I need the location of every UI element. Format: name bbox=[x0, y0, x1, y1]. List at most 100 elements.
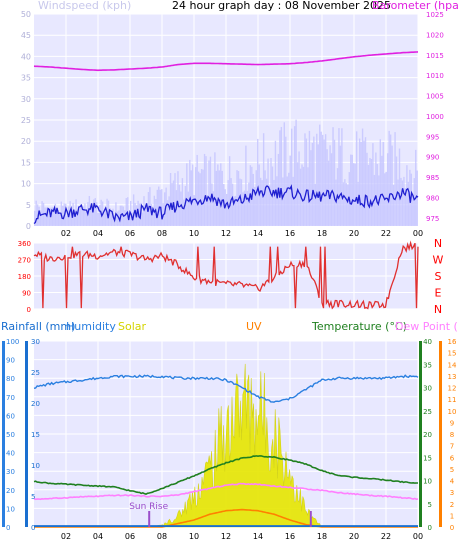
wind-gust-bar bbox=[217, 164, 219, 226]
wind-gust-bar bbox=[186, 163, 188, 226]
x-tick-label: 00 bbox=[413, 532, 423, 541]
wind-gust-bar bbox=[261, 180, 263, 226]
barometer-tick-label: 1010 bbox=[426, 72, 444, 80]
barometer-line bbox=[33, 51, 419, 72]
uv-tick-label: 3 bbox=[450, 489, 454, 497]
x-tick-label: 00 bbox=[413, 229, 423, 238]
wind-gust-bar bbox=[332, 127, 334, 226]
uv-tick-label: 12 bbox=[448, 385, 457, 393]
wind-gust-bar bbox=[310, 150, 312, 226]
wind-gust-bar bbox=[212, 191, 215, 226]
wind-gust-bar bbox=[357, 181, 359, 226]
wind-gust-bar bbox=[358, 138, 361, 226]
wind-gust-bar bbox=[304, 133, 306, 226]
wind-gust-bar bbox=[326, 149, 328, 226]
wind-gust-bar bbox=[243, 190, 246, 226]
wind-gust-bar bbox=[389, 134, 392, 226]
barometer-tick-label: 975 bbox=[426, 215, 439, 223]
wind-gust-bar bbox=[415, 149, 417, 226]
wind-gust-bar bbox=[124, 210, 126, 226]
rainfall-tick-label: 10 bbox=[31, 462, 40, 470]
x-tick-label: 06 bbox=[125, 532, 135, 541]
wind-gust-bar bbox=[293, 126, 296, 226]
humidity-tick-label: 70 bbox=[6, 394, 15, 402]
temperature-line bbox=[33, 455, 418, 495]
axis-labels: 0510152025303540455097598098599099510001… bbox=[2, 10, 457, 541]
uv-tick-label: 16 bbox=[448, 338, 457, 346]
windspeed-tick-label: 30 bbox=[21, 95, 31, 104]
wind-gust-bar bbox=[262, 133, 265, 226]
uv-tick-label: 13 bbox=[448, 373, 457, 381]
wind-gust-bar bbox=[376, 164, 379, 226]
wind-gust-bar bbox=[316, 133, 318, 226]
wind-gust-bar bbox=[400, 177, 402, 226]
uv-tick-label: 6 bbox=[450, 454, 455, 462]
wind-gust-bar bbox=[323, 139, 325, 226]
wind-gust-bar bbox=[98, 205, 101, 226]
wind-gust-bar bbox=[103, 213, 105, 226]
wind-gust-bar bbox=[156, 189, 158, 226]
wind-gust-bar bbox=[406, 165, 408, 226]
wind-gust-bar bbox=[125, 198, 127, 226]
humidity-tick-label: 80 bbox=[6, 375, 15, 383]
temperature-tick-label: 15 bbox=[423, 454, 432, 462]
wind-gust-bar bbox=[259, 177, 262, 226]
rainfall-axis-bar bbox=[25, 341, 28, 527]
humidity-tick-label: 100 bbox=[6, 338, 19, 346]
wind-gust-bar bbox=[320, 131, 322, 226]
wind-gust-bar bbox=[246, 190, 249, 226]
wind-gust-bar bbox=[264, 170, 266, 226]
wind-gust-bar bbox=[78, 208, 80, 226]
humidity-tick-label: 30 bbox=[6, 468, 15, 476]
uv-tick-label: 11 bbox=[448, 396, 457, 404]
wind-gust-bar bbox=[381, 155, 383, 226]
barometer-tick-label: 1005 bbox=[426, 93, 444, 101]
wind-gust-bar bbox=[109, 208, 111, 226]
temperature-axis-bar bbox=[419, 341, 422, 527]
uv-tick-label: 9 bbox=[450, 419, 454, 427]
wind-gust-bar bbox=[62, 205, 64, 226]
wind-gust-bar bbox=[329, 145, 331, 226]
legend-solar: Solar bbox=[118, 320, 147, 333]
wind-gust-bar bbox=[314, 183, 317, 226]
wind-gust-bar bbox=[366, 152, 368, 226]
temperature-tick-label: 5 bbox=[428, 501, 432, 509]
wind-gust-bar bbox=[134, 202, 136, 226]
wind-gust-bar bbox=[370, 159, 373, 226]
wind-gust-bar bbox=[254, 186, 256, 226]
wind-gust-bar bbox=[178, 184, 181, 226]
dewpoint-line bbox=[33, 482, 419, 501]
wind-gust-bar bbox=[398, 148, 401, 226]
wind-gust-bar bbox=[252, 173, 254, 226]
wind-gust-bar bbox=[369, 157, 371, 226]
uv-tick-label: 14 bbox=[448, 361, 457, 369]
wind-gust-bar bbox=[187, 191, 189, 226]
wind-gust-bar bbox=[91, 209, 93, 226]
uv-tick-label: 7 bbox=[450, 443, 454, 451]
wind-gust-bar bbox=[221, 170, 223, 226]
uv-tick-label: 4 bbox=[450, 478, 455, 486]
wind-gust-bar bbox=[242, 192, 244, 226]
wind-gust-bar bbox=[81, 207, 83, 226]
wind-gust-bar bbox=[391, 145, 393, 226]
x-tick-label: 02 bbox=[61, 229, 71, 238]
wind-gust-bar bbox=[295, 119, 297, 226]
wind-gust-bar bbox=[146, 206, 148, 226]
direction-tick-label: 270 bbox=[18, 257, 31, 265]
wind-gust-bar bbox=[53, 210, 55, 226]
wind-gust-bar bbox=[220, 163, 222, 226]
x-tick-label: 04 bbox=[93, 532, 103, 541]
wind-gust-bar bbox=[354, 163, 356, 226]
wind-gust-bar bbox=[158, 186, 160, 226]
wind-gust-bar bbox=[308, 130, 311, 226]
wind-gust-bar bbox=[141, 212, 144, 226]
barometer-tick-label: 1000 bbox=[426, 113, 444, 121]
windspeed-tick-label: 20 bbox=[21, 137, 31, 146]
wind-gust-bar bbox=[395, 156, 398, 226]
wind-gust-bar bbox=[231, 183, 234, 226]
uv-tick-label: 1 bbox=[450, 512, 454, 520]
wind-gust-bar bbox=[152, 207, 154, 226]
temperature-tick-label: 35 bbox=[423, 361, 432, 369]
wind-gust-bar bbox=[385, 171, 387, 226]
wind-gust-bar bbox=[350, 154, 352, 226]
